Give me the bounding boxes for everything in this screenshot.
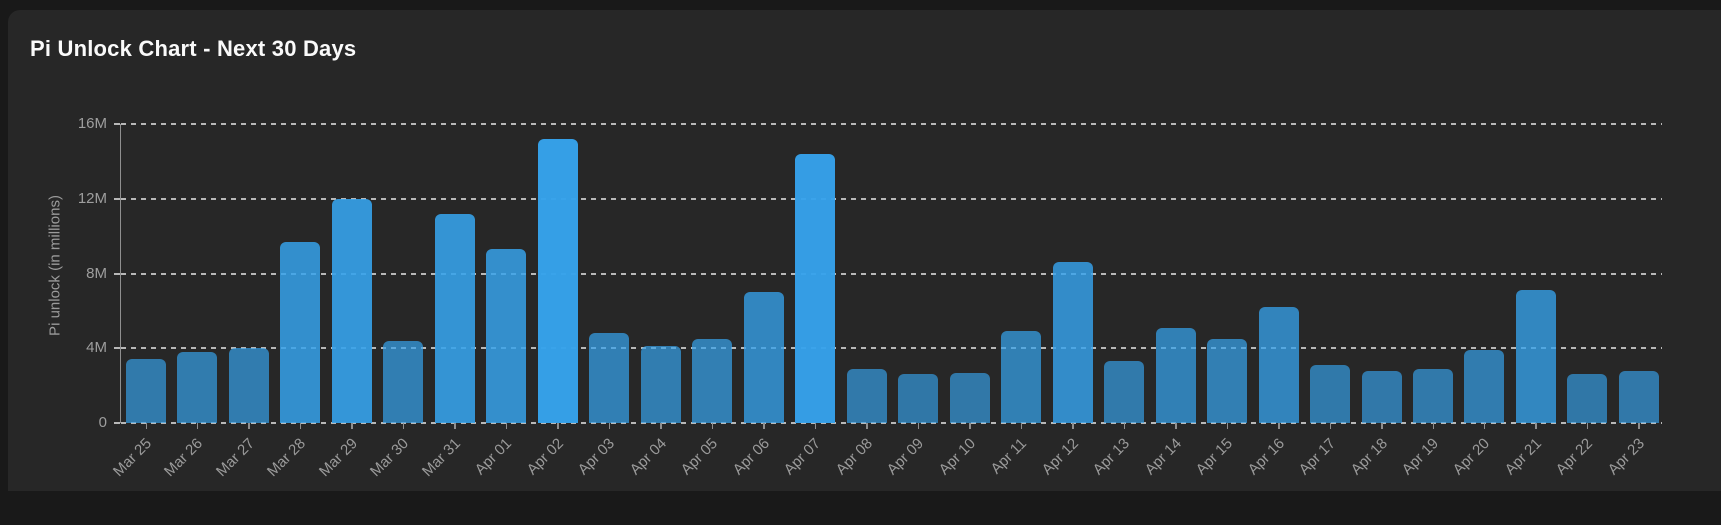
x-tick-mark xyxy=(248,423,250,429)
x-tick-mark xyxy=(1278,423,1280,429)
x-tick-mark xyxy=(711,423,714,429)
bar-apr-20[interactable] xyxy=(1464,350,1505,423)
bar-mar-25[interactable] xyxy=(126,359,166,423)
x-tick-mark xyxy=(1020,423,1023,429)
bar-apr-07[interactable] xyxy=(795,153,836,423)
gridline-0 xyxy=(121,422,1662,424)
bar-apr-01[interactable] xyxy=(486,249,527,423)
plot-area: 0 4M 8M 12M 16M Mar 25 Mar 26 Mar 27 Mar 28 Mar 2… xyxy=(78,115,1662,480)
gridline-16M xyxy=(121,123,1662,125)
y-tick-label: 4M xyxy=(86,339,107,357)
x-tick-mark xyxy=(1329,423,1332,429)
x-tick-mark xyxy=(917,423,920,429)
bar-apr-14[interactable] xyxy=(1155,327,1196,423)
x-tick-mark xyxy=(1072,423,1074,429)
x-tick-mark xyxy=(1586,423,1589,429)
y-axis-line xyxy=(120,124,121,423)
x-tick-mark xyxy=(402,423,405,429)
bar-mar-26[interactable] xyxy=(177,352,218,423)
gridline-8M xyxy=(121,272,1662,275)
bar-apr-13[interactable] xyxy=(1104,361,1145,423)
y-tick-label: 12M xyxy=(77,189,107,207)
bar-apr-05[interactable] xyxy=(692,338,733,423)
chart-panel: Pi Unlock Chart - Next 30 Days Pi unlock… xyxy=(8,10,1721,491)
bar-mar-31[interactable] xyxy=(434,213,475,423)
bar-apr-12[interactable] xyxy=(1052,262,1093,423)
y-tick-mark xyxy=(114,347,120,350)
x-tick-mark xyxy=(660,423,662,429)
x-tick-mark xyxy=(814,423,817,429)
bar-apr-02[interactable] xyxy=(537,138,578,423)
x-tick-mark xyxy=(866,423,868,429)
x-tick-mark xyxy=(1175,423,1177,429)
bar-mar-28[interactable] xyxy=(280,241,321,423)
bar-apr-19[interactable] xyxy=(1413,368,1453,423)
bar-apr-16[interactable] xyxy=(1258,307,1299,423)
bar-apr-15[interactable] xyxy=(1207,338,1248,423)
x-tick-mark xyxy=(608,423,611,429)
x-tick-mark xyxy=(1381,423,1383,429)
bar-apr-17[interactable] xyxy=(1310,365,1351,423)
bar-mar-30[interactable] xyxy=(383,340,424,423)
x-tick-mark xyxy=(1535,423,1537,429)
y-tick-mark xyxy=(114,422,120,424)
x-tick-mark xyxy=(763,423,765,429)
x-tick-mark xyxy=(351,423,353,429)
x-tick-mark xyxy=(299,423,302,429)
x-tick-mark xyxy=(969,423,971,429)
y-tick-mark xyxy=(114,197,120,200)
bar-apr-04[interactable] xyxy=(640,346,681,423)
x-tick-mark xyxy=(1638,423,1640,429)
x-tick-mark xyxy=(1483,423,1486,429)
x-tick-mark xyxy=(1432,423,1434,429)
x-tick-mark xyxy=(557,423,559,429)
bar-apr-18[interactable] xyxy=(1361,370,1402,423)
bar-apr-23[interactable] xyxy=(1618,370,1659,423)
bar-apr-09[interactable] xyxy=(898,374,939,423)
bar-mar-27[interactable] xyxy=(228,348,269,423)
bar-apr-08[interactable] xyxy=(846,368,887,423)
bar-apr-22[interactable] xyxy=(1567,374,1608,423)
chart-title: Pi Unlock Chart - Next 30 Days xyxy=(30,36,357,61)
x-tick-mark xyxy=(145,423,147,429)
bar-apr-11[interactable] xyxy=(1001,331,1042,423)
y-tick-label: 0 xyxy=(98,414,107,431)
y-tick-mark xyxy=(114,272,120,275)
bar-apr-03[interactable] xyxy=(589,333,630,423)
x-tick-mark xyxy=(454,423,456,429)
gridline-4M xyxy=(121,347,1662,350)
bar-mar-29[interactable] xyxy=(331,198,372,423)
x-tick-mark xyxy=(1123,423,1126,429)
x-tick-mark xyxy=(505,423,508,429)
gridline-12M xyxy=(121,197,1662,200)
y-tick-label: 8M xyxy=(86,264,107,282)
x-tick-mark xyxy=(196,423,199,429)
bar-apr-06[interactable] xyxy=(743,292,784,423)
bar-apr-21[interactable] xyxy=(1515,290,1556,423)
x-tick-mark xyxy=(1226,423,1229,429)
y-tick-mark xyxy=(114,123,120,125)
bar-apr-10[interactable] xyxy=(949,372,990,423)
y-tick-label: 16M xyxy=(77,115,107,132)
